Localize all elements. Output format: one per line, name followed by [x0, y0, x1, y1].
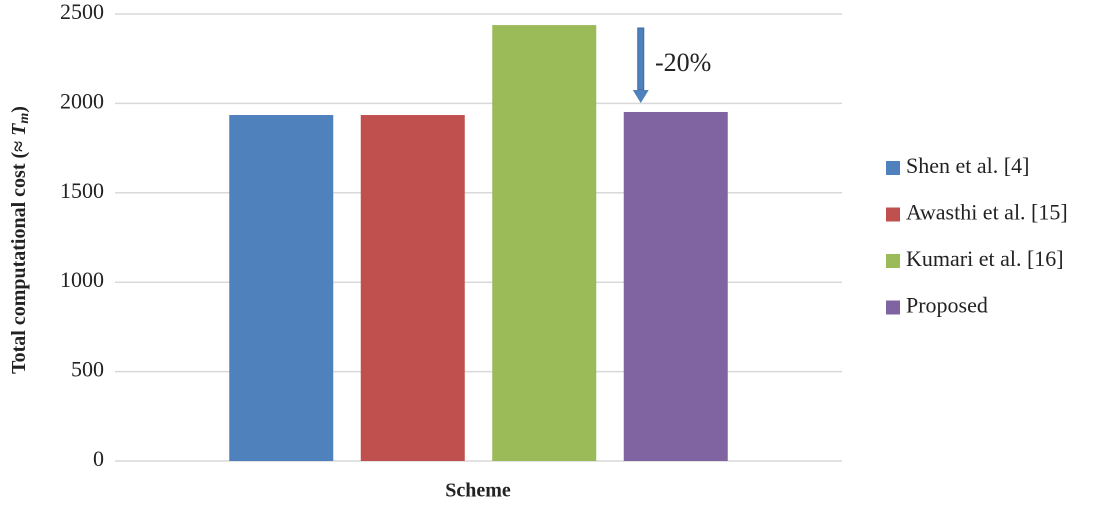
y-tick-label: 2000	[60, 88, 104, 113]
arrow-shaft	[637, 27, 645, 91]
y-label-text: Total computational cost (≈	[8, 136, 30, 374]
legend-label: Kumari et al. [16]	[906, 246, 1064, 271]
y-tick-label: 500	[71, 357, 104, 382]
y-label-close: )	[8, 106, 30, 113]
legend-label: Proposed	[906, 293, 988, 318]
bar	[229, 115, 334, 461]
y-tick-label: 1000	[60, 267, 104, 292]
legend-swatch	[886, 207, 900, 222]
legend-label: Awasthi et al. [15]	[906, 200, 1068, 225]
y-label-var: T	[8, 123, 30, 136]
legend-label: Shen et al. [4]	[906, 153, 1029, 178]
y-tick-label: 1500	[60, 178, 104, 203]
bar	[492, 25, 597, 461]
arrow-head	[632, 90, 649, 103]
legend-swatch	[886, 161, 900, 175]
bar	[360, 115, 465, 461]
legend-swatch	[886, 300, 900, 315]
y-tick-label: 2500	[60, 0, 104, 24]
annotation: -20%	[655, 48, 711, 77]
bar	[623, 111, 728, 462]
y-tick-label: 0	[93, 446, 104, 471]
y-axis-label: Total computational cost (≈ Tm)	[8, 106, 33, 374]
y-label-sub: m	[17, 113, 32, 124]
legend-swatch	[886, 254, 900, 268]
x-axis-label: Scheme	[445, 480, 511, 502]
